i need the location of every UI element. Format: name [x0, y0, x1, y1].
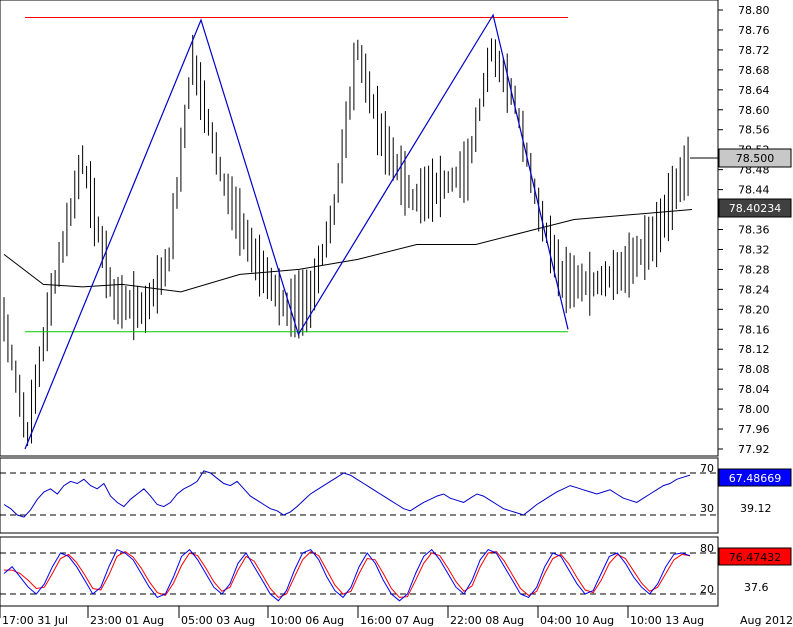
price-bars — [3, 34, 689, 446]
price-axis: 78.8078.7678.7278.6878.6478.6078.5678.52… — [718, 4, 770, 456]
stochastic-value-label: 76.47432 — [729, 551, 782, 564]
time-tick-label: Aug 2012 — [740, 614, 793, 627]
stochastic-level-20-label: 20 — [700, 583, 714, 596]
rsi-line — [3, 470, 691, 518]
time-axis: 17:00 31 Jul 23:00 01 Aug 05:00 03 Aug 10:0… — [0, 605, 793, 627]
rsi-panel: 70 30 39.12 67.48669 — [0, 457, 792, 534]
price-tick-label: 78.44 — [738, 184, 770, 197]
price-tick-label: 78.12 — [738, 343, 770, 356]
price-tick-label: 78.64 — [738, 84, 770, 97]
time-tick-label: 22:00 08 Aug — [450, 614, 524, 627]
stochastic-level-80-label: 80 — [700, 542, 714, 555]
rsi-value-label: 67.48669 — [729, 472, 782, 485]
price-tick-label: 77.96 — [738, 423, 770, 436]
current-price-box — [718, 148, 792, 168]
price-tick-label: 77.92 — [738, 443, 770, 456]
price-tick-label: 78.76 — [738, 24, 770, 37]
current-price-label: 78.500 — [736, 152, 775, 165]
moving-average-line — [3, 209, 693, 293]
price-tick-label: 78.68 — [738, 64, 770, 77]
stochastic-panel: 80 20 37.6 76.47432 — [0, 536, 792, 607]
price-tick-label: 78.00 — [738, 403, 770, 416]
time-tick-label: 17:00 31 Jul — [2, 614, 68, 627]
time-tick-label: 05:00 03 Aug — [181, 614, 255, 627]
price-tick-label: 78.36 — [738, 224, 770, 237]
stochastic-value-box — [718, 547, 792, 566]
rsi-level-30-label: 30 — [700, 502, 714, 515]
price-tick-label: 78.28 — [738, 263, 770, 276]
stochastic-mid-label: 37.6 — [744, 581, 769, 594]
time-tick-label: 10:00 13 Aug — [630, 614, 704, 627]
price-panel: 78.8078.7678.7278.6878.6478.6078.5678.52… — [0, 0, 792, 457]
stochastic-main-line — [3, 548, 691, 602]
price-tick-label: 78.60 — [738, 104, 770, 117]
price-tick-label: 78.72 — [738, 44, 770, 57]
price-tick-label: 78.04 — [738, 383, 770, 396]
price-tick-label: 78.08 — [738, 363, 770, 376]
price-tick-label: 78.56 — [738, 124, 770, 137]
rsi-panel-frame — [0, 457, 719, 534]
price-tick-label: 78.20 — [738, 303, 770, 316]
time-tick-label: 04:00 10 Aug — [540, 614, 614, 627]
time-tick-label: 23:00 01 Aug — [90, 614, 164, 627]
rsi-value-box — [718, 468, 792, 487]
price-panel-frame — [0, 0, 719, 457]
moving-average-value-label: 78.40234 — [729, 202, 782, 215]
rsi-level-70-label: 70 — [700, 462, 714, 475]
zigzag-pattern-line — [24, 13, 569, 450]
time-tick-label: 16:00 07 Aug — [360, 614, 434, 627]
price-tick-label: 78.24 — [738, 283, 770, 296]
time-tick-label: 10:00 06 Aug — [270, 614, 344, 627]
moving-average-value-box — [718, 198, 792, 218]
price-tick-label: 78.80 — [738, 4, 770, 17]
price-tick-label: 78.16 — [738, 323, 770, 336]
rsi-mid-label: 39.12 — [740, 502, 772, 515]
price-tick-label: 78.32 — [738, 243, 770, 256]
